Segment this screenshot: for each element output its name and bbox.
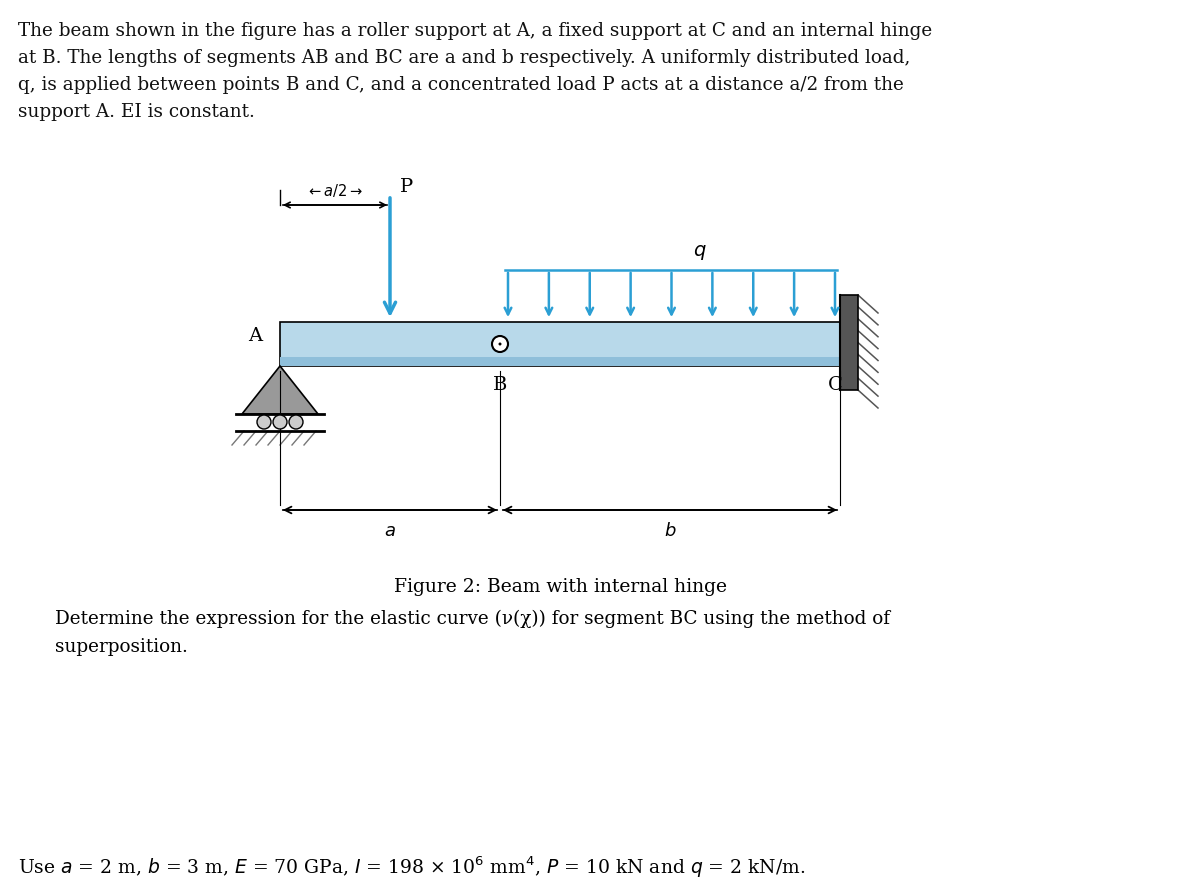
Circle shape (492, 336, 508, 352)
Text: q, is applied between points B and C, and a concentrated load P acts at a distan: q, is applied between points B and C, an… (18, 76, 904, 94)
Text: P: P (400, 178, 413, 196)
Text: A: A (248, 327, 262, 345)
Circle shape (289, 415, 302, 429)
Text: at B. The lengths of segments AB and BC are a and b respectively. A uniformly di: at B. The lengths of segments AB and BC … (18, 49, 911, 67)
Circle shape (274, 415, 287, 429)
Text: The beam shown in the figure has a roller support at A, a fixed support at C and: The beam shown in the figure has a rolle… (18, 22, 932, 40)
Text: $\leftarrow a/2 \rightarrow$: $\leftarrow a/2 \rightarrow$ (306, 182, 364, 199)
Text: $a$: $a$ (384, 522, 396, 540)
Polygon shape (242, 366, 318, 414)
Text: Figure 2: Beam with internal hinge: Figure 2: Beam with internal hinge (394, 578, 726, 596)
Text: superposition.: superposition. (55, 638, 188, 656)
Text: C: C (828, 376, 842, 394)
Circle shape (498, 343, 502, 345)
Bar (280, 322, 840, 366)
Bar (840, 295, 858, 390)
Text: support A. EI is constant.: support A. EI is constant. (18, 103, 254, 121)
Text: Use $a$ = 2 m, $b$ = 3 m, $E$ = 70 GPa, $I$ = 198 × 10$^6$ mm$^4$, $P$ = 10 kN a: Use $a$ = 2 m, $b$ = 3 m, $E$ = 70 GPa, … (18, 855, 805, 881)
Text: Determine the expression for the elastic curve (ν(χ)) for segment BC using the m: Determine the expression for the elastic… (55, 610, 890, 628)
Circle shape (257, 415, 271, 429)
Text: B: B (493, 376, 508, 394)
Text: $b$: $b$ (664, 522, 677, 540)
Text: $q$: $q$ (694, 243, 707, 262)
Bar (280, 357, 840, 366)
